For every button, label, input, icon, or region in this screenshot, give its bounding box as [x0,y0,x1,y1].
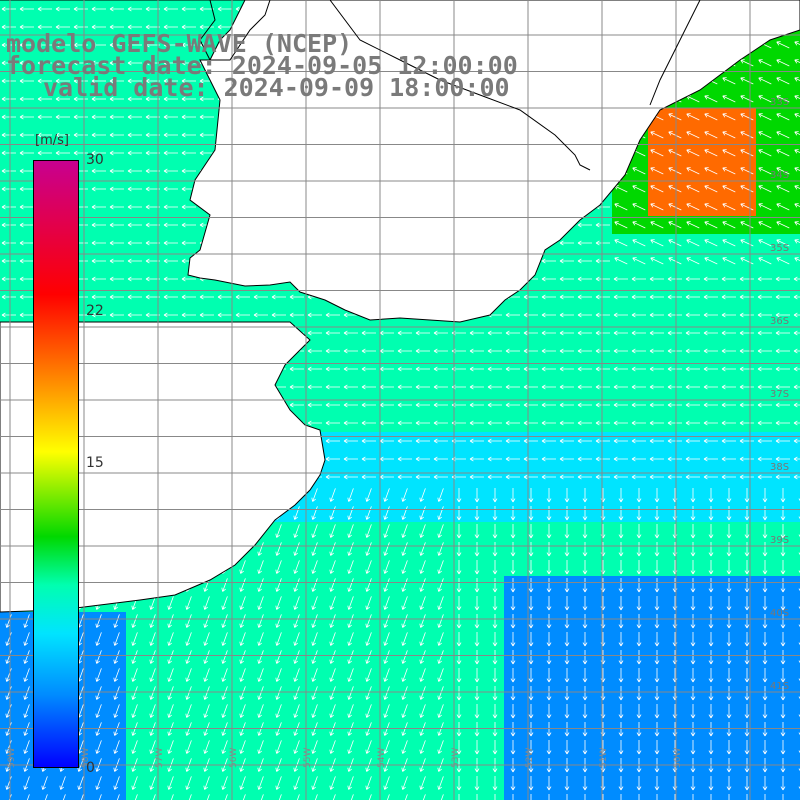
model-title: modelo GEFS-WAVE (NCEP) [6,29,353,58]
latitude-label: 37S [770,389,789,400]
longitude-label: 53W [451,748,461,768]
latitude-labels: 33S 34S 35S 36S 37S 38S 39S 40S 41S [770,97,789,692]
longitude-label: 54W [377,748,387,768]
latitude-label: 41S [770,681,789,692]
latitude-label: 38S [770,462,789,473]
colorbar [33,160,79,768]
longitude-label: 50W [673,748,683,768]
latitude-label: 36S [770,316,789,327]
longitude-label: 55W [303,748,313,768]
latitude-label: 35S [770,243,789,254]
colorbar-tick-0: 0 [86,760,95,776]
longitude-label: 57W [155,748,165,768]
latitude-label: 34S [770,170,789,181]
colorbar-tick-30: 30 [86,152,104,168]
colorbar-tick-15: 15 [86,455,104,471]
longitude-label: 59W [7,748,17,768]
longitude-label: 58W [81,748,91,768]
colorbar-tick-22: 22 [86,303,104,319]
inland-border [199,0,701,171]
colorbar-unit: [m/s] [35,133,69,148]
longitude-labels: 59W 58W 57W 56W 55W 54W 53W 52W 51W 50W [7,748,683,768]
land-mass [0,0,800,323]
forecast-date: forecast date: 2024-09-05 12:00:00 [6,51,518,80]
latitude-label: 33S [770,97,789,108]
longitude-label: 52W [525,748,535,768]
land-mass-south [0,321,326,613]
latitude-label: 39S [770,535,789,546]
longitude-label: 56W [229,748,239,768]
valid-date: valid date: 2024-09-09 18:00:00 [43,73,510,102]
longitude-label: 51W [599,748,609,768]
latitude-label: 40S [770,608,789,619]
